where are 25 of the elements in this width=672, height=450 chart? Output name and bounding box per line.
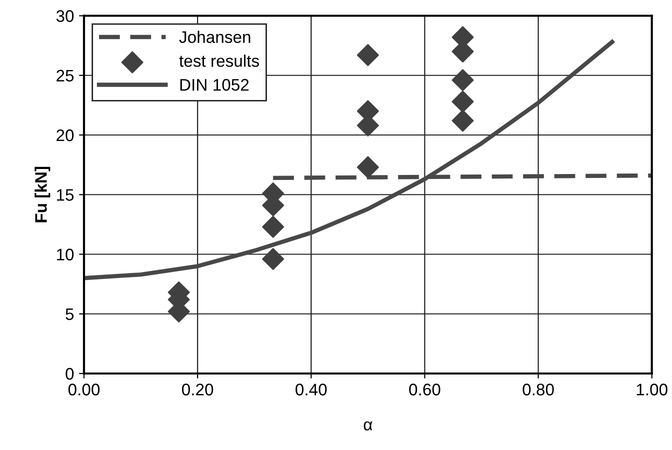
legend-label: DIN 1052 [180,78,249,91]
x-tick-label: 0.20 [182,384,214,396]
legend-label: test results [179,54,259,67]
x-tick-label: 0.40 [296,384,327,396]
point [452,90,474,113]
point [356,156,379,178]
y-tick-label: 10 [57,248,74,260]
point [262,248,284,270]
x-tick-label: 0.80 [522,384,554,396]
legend-label: Johansen [179,30,250,43]
y-tick-label: 5 [66,308,74,320]
y-tick-label: 15 [57,189,74,201]
y-axis-title: Fu [kN] [34,166,50,222]
point [262,216,284,238]
y-tick-label: 0 [66,368,74,380]
x-tick-label: 1.00 [636,384,668,396]
x-tick-label: 0.00 [68,384,100,396]
x-tick-label: 0.60 [409,384,440,396]
point [452,69,474,92]
y-tick-label: 30 [56,10,74,22]
point [452,110,474,132]
y-tick-label: 20 [56,129,74,142]
y-tick-label: 25 [56,70,74,82]
point [356,44,379,66]
x-axis-title: α [364,421,372,430]
